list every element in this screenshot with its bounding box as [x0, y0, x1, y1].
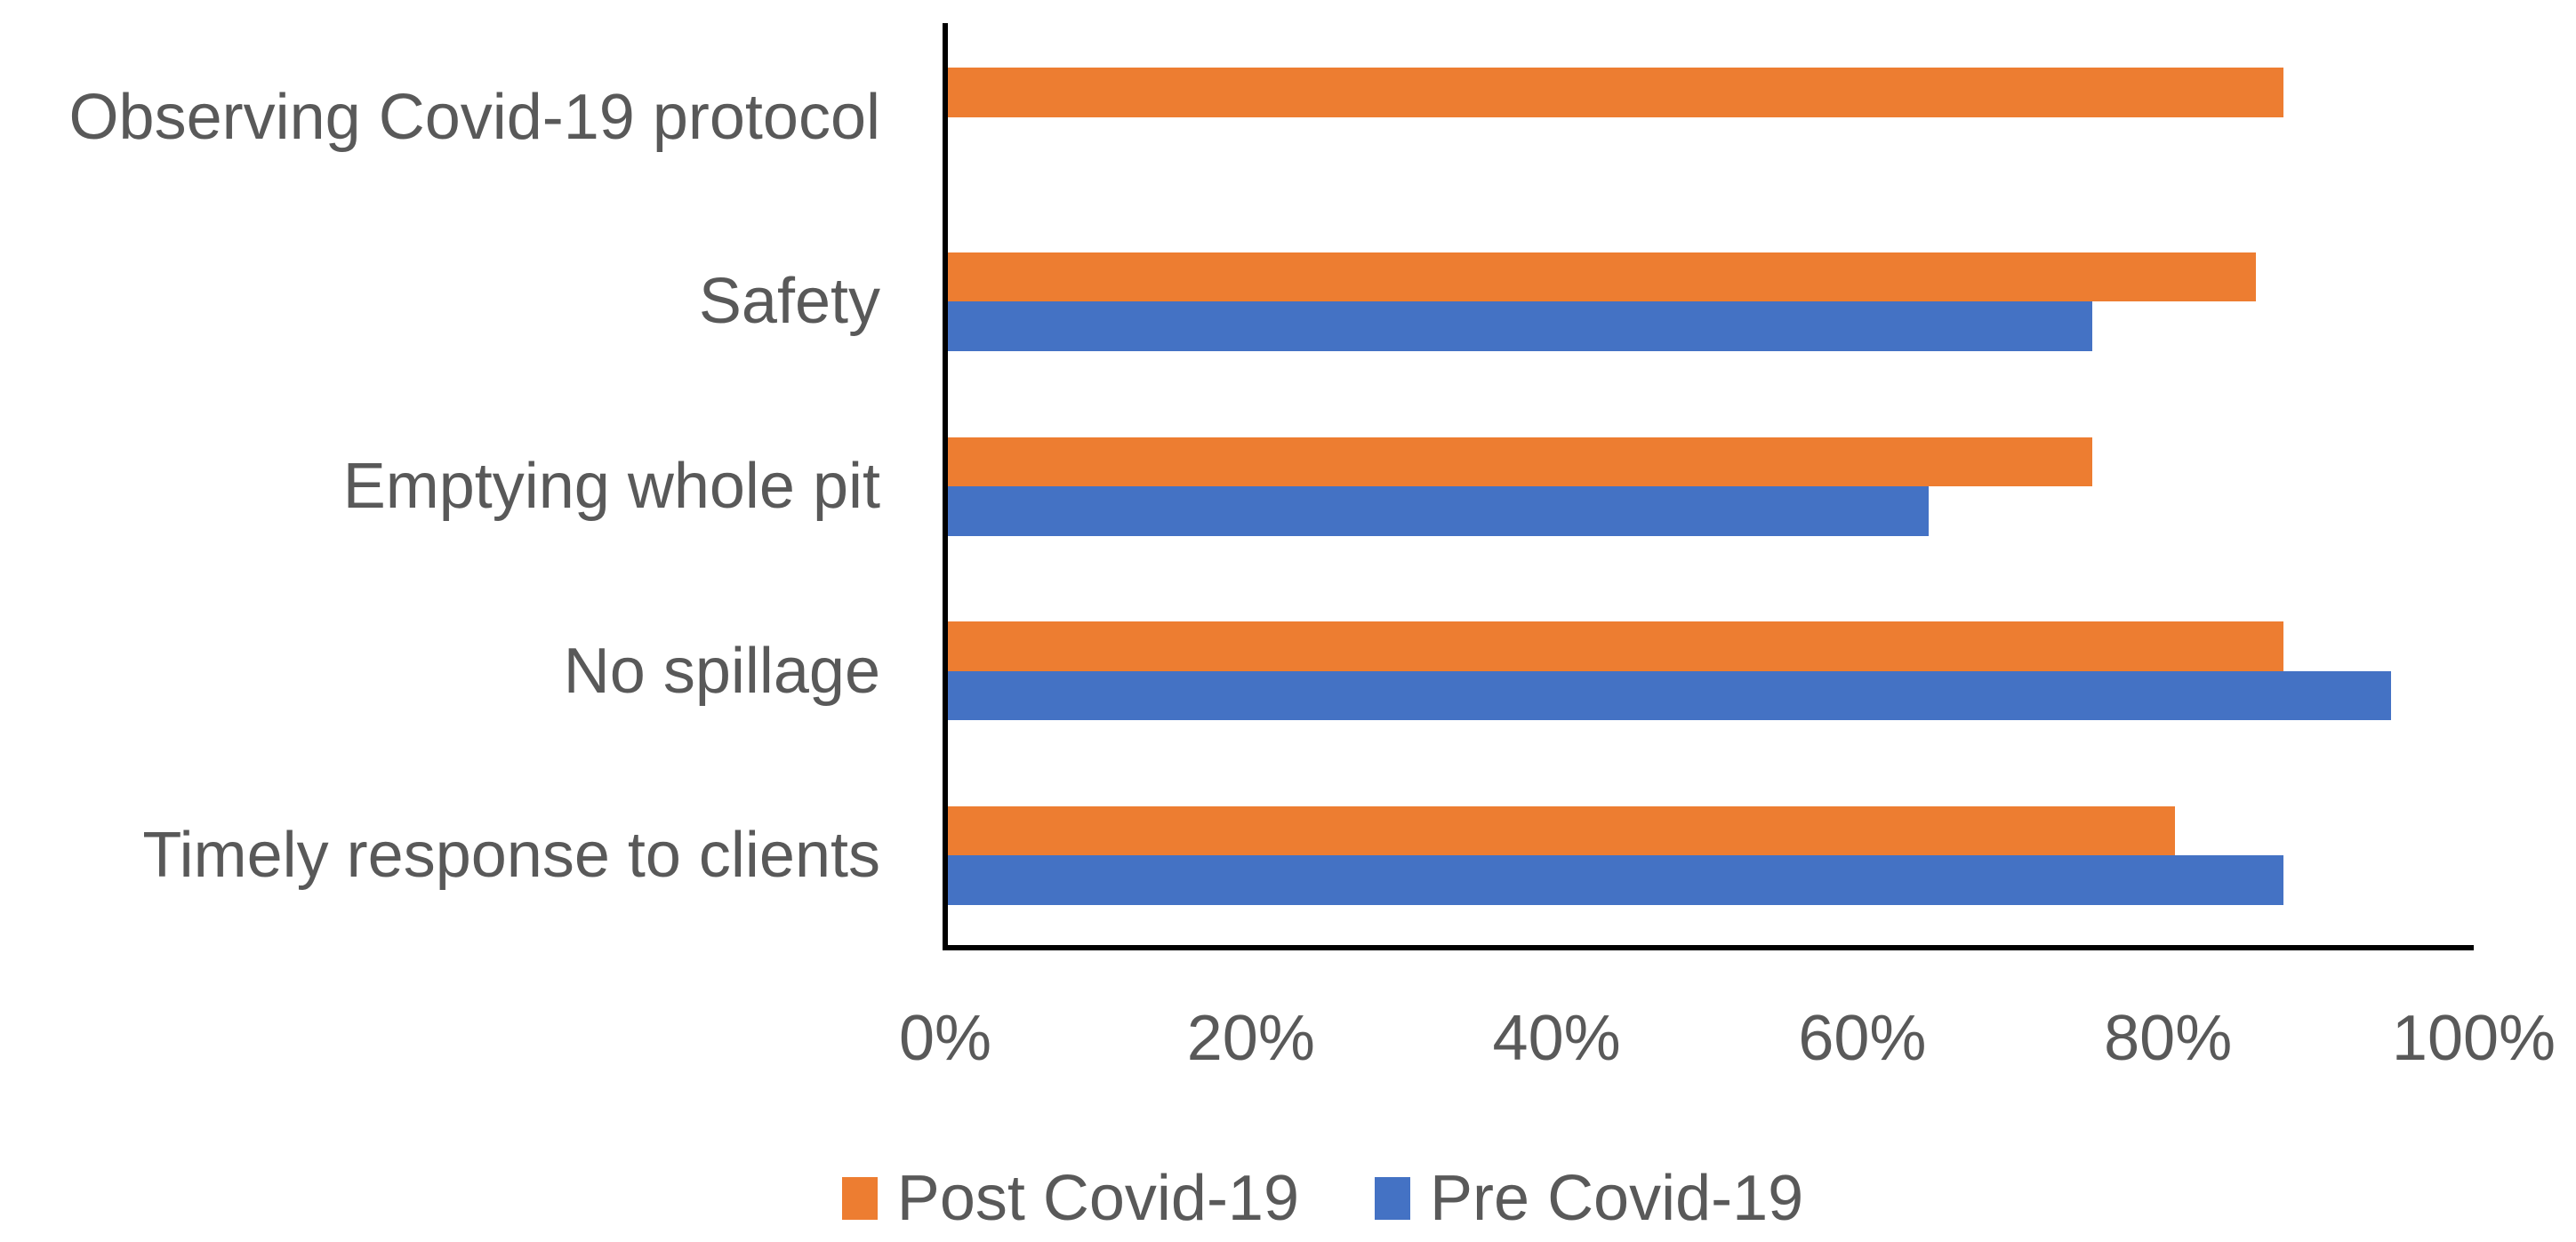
bar-post-covid-19-emptying-whole-pit — [948, 437, 2092, 486]
x-tick-label-80: 80% — [2104, 1003, 2233, 1074]
legend-label-post-covid-19: Post Covid-19 — [896, 1163, 1300, 1234]
x-tick-label-100: 100% — [2391, 1003, 2556, 1074]
bar-post-covid-19-no-spillage — [948, 621, 2283, 671]
legend-item-pre-covid-19: Pre Covid-19 — [1375, 1166, 1803, 1230]
x-axis-line — [943, 945, 2474, 950]
x-tick-label-20: 20% — [1186, 1003, 1315, 1074]
legend-item-post-covid-19: Post Covid-19 — [841, 1163, 1300, 1234]
legend-swatch-post-covid-19 — [841, 1177, 878, 1220]
category-label-safety: Safety — [698, 266, 880, 338]
bar-pre-covid-19-safety — [948, 301, 2092, 351]
bar-pre-covid-19-no-spillage — [948, 670, 2392, 721]
bar-pre-covid-19-emptying-whole-pit — [948, 486, 1930, 536]
category-label-timely-response-to-clients: Timely response to clients — [142, 820, 880, 892]
category-label-emptying-whole-pit: Emptying whole pit — [342, 451, 880, 522]
bar-post-covid-19-timely-response-to-clients — [948, 805, 2175, 856]
bar-post-covid-19-observing-covid-19-protocol — [948, 68, 2283, 117]
bar-pre-covid-19-timely-response-to-clients — [948, 855, 2283, 905]
category-label-observing-covid-19-protocol: Observing Covid-19 protocol — [68, 81, 880, 153]
x-tick-label-0: 0% — [898, 1003, 992, 1074]
legend: Post Covid-19 Pre Covid-19 — [35, 1166, 2576, 1230]
bar-post-covid-19-safety — [948, 252, 2256, 302]
legend-swatch-pre-covid-19 — [1375, 1177, 1411, 1220]
legend-label-pre-covid-19: Pre Covid-19 — [1430, 1163, 1804, 1234]
y-axis-line — [943, 23, 948, 950]
category-label-no-spillage: No spillage — [563, 635, 880, 707]
x-tick-label-40: 40% — [1492, 1003, 1621, 1074]
x-tick-label-60: 60% — [1798, 1003, 1927, 1074]
